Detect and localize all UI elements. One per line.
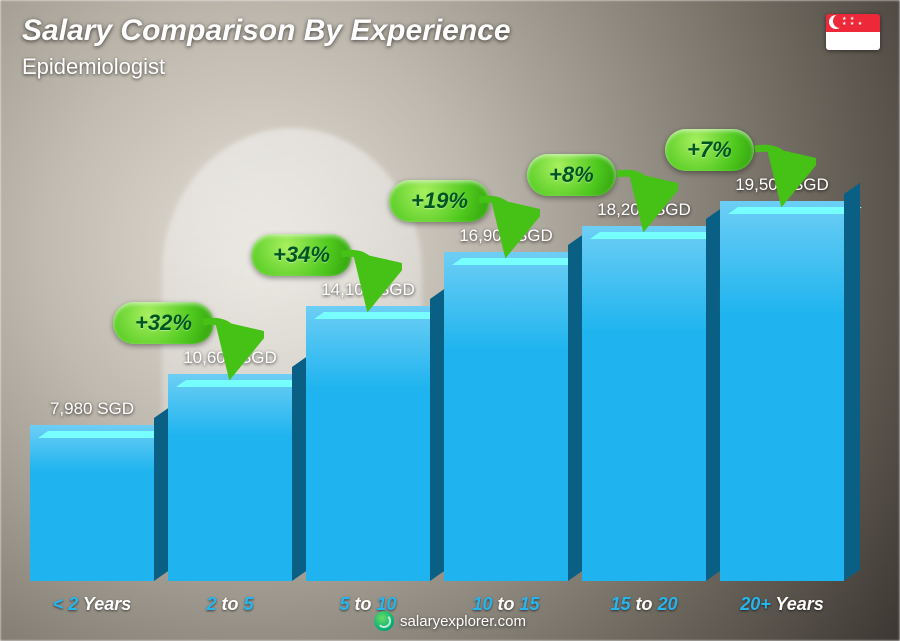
bar-front-face (444, 252, 568, 581)
bar-value-label: 14,100 SGD (321, 280, 415, 300)
bar-value-label: 16,900 SGD (459, 226, 553, 246)
chart-title: Salary Comparison By Experience (22, 14, 511, 48)
bar-column: 19,500 SGD 20+ Years (720, 175, 844, 581)
bar-x-label: < 2 Years (53, 594, 132, 615)
bar-x-label: 20+ Years (740, 594, 824, 615)
increase-badge: +32% (113, 302, 214, 344)
increase-badge: +34% (251, 234, 352, 276)
bar-x-label: 15 to 20 (610, 594, 677, 615)
bar-front-face (30, 425, 154, 581)
bar-top-face (176, 380, 310, 387)
bar-top-face (590, 232, 724, 239)
bar-front-face (582, 226, 706, 581)
bar-front-face (168, 374, 292, 581)
bar-column: 16,900 SGD 10 to 15 (444, 226, 568, 581)
bar-column: 10,600 SGD 2 to 5 (168, 348, 292, 581)
bar-side-face (844, 183, 860, 581)
bar-value-label: 18,200 SGD (597, 200, 691, 220)
bar-value-label: 19,500 SGD (735, 175, 829, 195)
bar-front-face (720, 201, 844, 581)
bar-top-face (452, 258, 586, 265)
chart-subtitle: Epidemiologist (22, 54, 165, 80)
bar-column: 14,100 SGD 5 to 10 (306, 280, 430, 581)
bar-top-face (38, 431, 172, 438)
footer-attribution: salaryexplorer.com (374, 611, 526, 631)
bar-front-face (306, 306, 430, 581)
bar-top-face (314, 312, 448, 319)
bar-value-label: 7,980 SGD (50, 399, 134, 419)
country-flag-icon: ★ ★★ ★ ★ (826, 14, 880, 50)
increase-badge: +19% (389, 180, 490, 222)
bar-top-face (728, 207, 862, 214)
globe-icon (374, 611, 394, 631)
bar-x-label: 2 to 5 (206, 594, 253, 615)
bar-value-label: 10,600 SGD (183, 348, 277, 368)
infographic: Salary Comparison By Experience Epidemio… (0, 0, 900, 641)
bar-column: 18,200 SGD 15 to 20 (582, 200, 706, 581)
increase-badge: +7% (665, 129, 754, 171)
footer-text: salaryexplorer.com (400, 613, 526, 630)
bar-column: 7,980 SGD < 2 Years (30, 399, 154, 581)
increase-badge: +8% (527, 154, 616, 196)
